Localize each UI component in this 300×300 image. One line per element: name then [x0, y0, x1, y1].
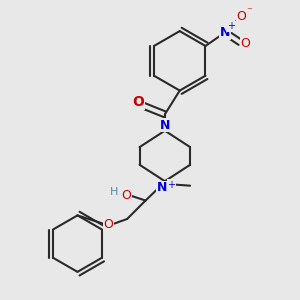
Text: H: H: [110, 187, 118, 196]
Text: O: O: [236, 10, 246, 23]
Text: O: O: [241, 38, 250, 50]
Text: O: O: [132, 95, 144, 110]
Text: +: +: [167, 180, 175, 190]
Text: +: +: [227, 21, 235, 31]
Text: O: O: [104, 218, 114, 231]
Text: ⁻: ⁻: [247, 6, 252, 16]
Text: N: N: [157, 181, 167, 194]
Text: O: O: [121, 189, 131, 202]
Text: N: N: [160, 119, 170, 132]
Text: N: N: [220, 26, 230, 39]
